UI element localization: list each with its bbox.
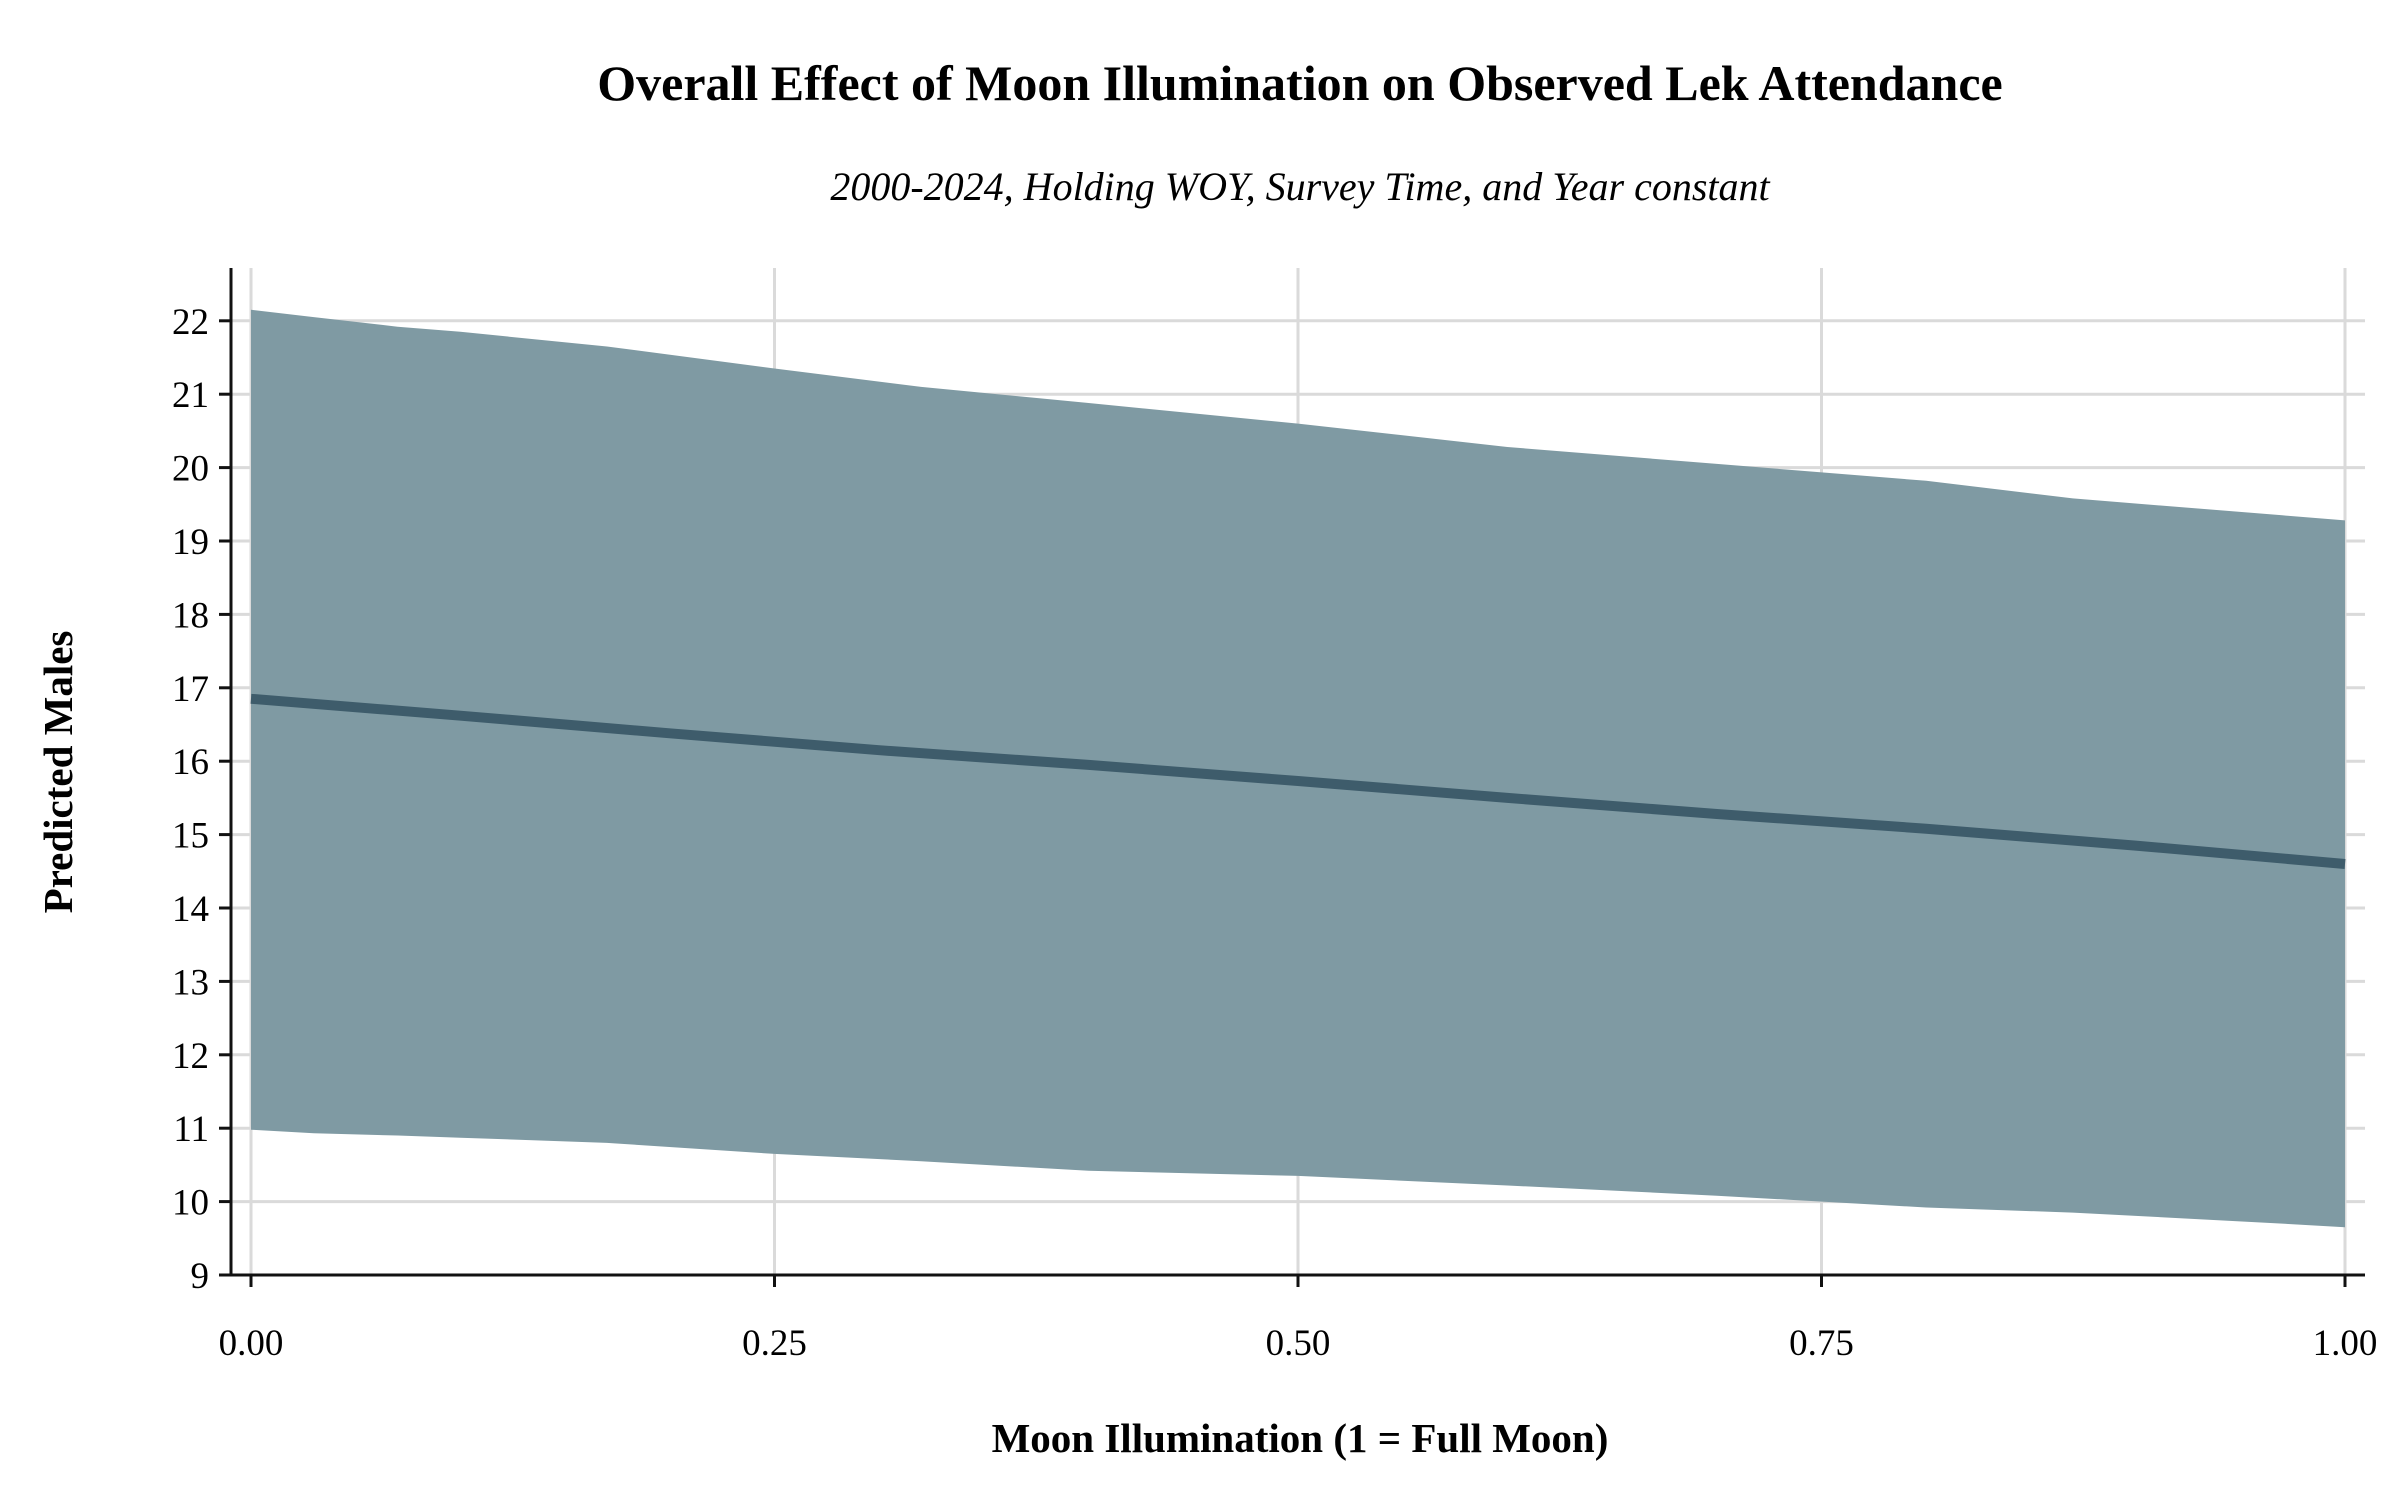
y-tick-label: 11	[173, 1109, 209, 1150]
x-axis-title: Moon Illumination (1 = Full Moon)	[992, 1415, 1609, 1461]
x-tick-label: 0.00	[219, 1323, 284, 1364]
y-tick-label: 17	[172, 669, 209, 710]
y-tick-label: 10	[172, 1183, 209, 1224]
y-tick-label: 18	[172, 595, 209, 636]
y-tick-label: 12	[172, 1036, 209, 1077]
y-tick-label: 14	[172, 889, 209, 930]
y-tick-label: 13	[172, 962, 209, 1003]
series-line-layer	[250, 693, 2346, 869]
axes	[219, 268, 2365, 1287]
y-tick-label: 16	[172, 742, 209, 783]
x-tick-labels: 0.00 0.25 0.50 0.75 1.00	[219, 1323, 2378, 1364]
y-tick-label: 20	[172, 449, 209, 490]
y-tick-label: 22	[172, 302, 209, 343]
x-tick-label: 1.00	[2313, 1323, 2378, 1364]
chart-title: Overall Effect of Moon Illumination on O…	[597, 55, 2003, 111]
y-tick-labels: 9 10 11 12 13 14 15 16 17 18 19 20 21 22	[172, 302, 209, 1297]
y-axis-title: Predicted Males	[35, 631, 81, 914]
confidence-band-layer	[251, 309, 2345, 1228]
y-tick-label: 19	[172, 522, 209, 563]
x-tick-label: 0.25	[742, 1323, 807, 1364]
y-tick-label: 9	[191, 1256, 210, 1297]
y-tick-label: 21	[172, 375, 209, 416]
x-tick-label: 0.50	[1266, 1323, 1331, 1364]
x-tick-label: 0.75	[1789, 1323, 1854, 1364]
chart-subtitle: 2000-2024, Holding WOY, Survey Time, and…	[830, 164, 1770, 209]
y-tick-label: 15	[172, 816, 209, 857]
confidence-band	[251, 309, 2345, 1228]
